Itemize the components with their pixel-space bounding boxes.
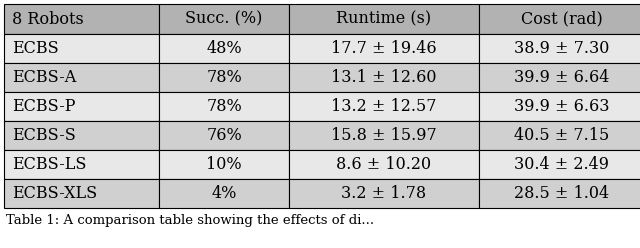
Text: 39.9 ± 6.64: 39.9 ± 6.64 — [514, 69, 609, 86]
Bar — [479, 4, 640, 34]
Bar — [289, 150, 479, 179]
Text: ECBS-S: ECBS-S — [12, 127, 76, 144]
Bar — [479, 179, 640, 208]
Bar — [289, 92, 479, 121]
Text: 38.9 ± 7.30: 38.9 ± 7.30 — [514, 40, 609, 57]
Text: Succ. (%): Succ. (%) — [186, 10, 262, 28]
Text: 15.8 ± 15.97: 15.8 ± 15.97 — [331, 127, 437, 144]
Text: 10%: 10% — [206, 156, 242, 173]
Text: 3.2 ± 1.78: 3.2 ± 1.78 — [341, 185, 427, 202]
Bar — [289, 34, 479, 63]
Text: 48%: 48% — [206, 40, 242, 57]
Bar — [4, 63, 159, 92]
Text: 8 Robots: 8 Robots — [12, 10, 84, 28]
Bar — [159, 179, 289, 208]
Bar — [289, 179, 479, 208]
Bar — [159, 4, 289, 34]
Bar — [4, 4, 159, 34]
Text: Runtime (s): Runtime (s) — [337, 10, 431, 28]
Bar — [479, 34, 640, 63]
Text: 13.2 ± 12.57: 13.2 ± 12.57 — [332, 98, 436, 115]
Bar — [159, 150, 289, 179]
Text: Table 1: A comparison table showing the effects of di...: Table 1: A comparison table showing the … — [6, 214, 374, 227]
Text: ECBS-LS: ECBS-LS — [12, 156, 86, 173]
Bar — [479, 121, 640, 150]
Text: 78%: 78% — [206, 69, 242, 86]
Bar — [159, 34, 289, 63]
Text: 76%: 76% — [206, 127, 242, 144]
Text: 30.4 ± 2.49: 30.4 ± 2.49 — [514, 156, 609, 173]
Text: 17.7 ± 19.46: 17.7 ± 19.46 — [331, 40, 437, 57]
Bar — [479, 92, 640, 121]
Text: Cost (rad): Cost (rad) — [520, 10, 602, 28]
Bar — [159, 121, 289, 150]
Text: 39.9 ± 6.63: 39.9 ± 6.63 — [514, 98, 609, 115]
Bar — [289, 63, 479, 92]
Text: ECBS-XLS: ECBS-XLS — [12, 185, 97, 202]
Bar — [4, 34, 159, 63]
Bar — [479, 150, 640, 179]
Text: ECBS-A: ECBS-A — [12, 69, 76, 86]
Bar — [289, 4, 479, 34]
Text: 40.5 ± 7.15: 40.5 ± 7.15 — [514, 127, 609, 144]
Text: ECBS: ECBS — [12, 40, 59, 57]
Text: 4%: 4% — [211, 185, 237, 202]
Text: 28.5 ± 1.04: 28.5 ± 1.04 — [514, 185, 609, 202]
Bar — [4, 150, 159, 179]
Bar — [289, 121, 479, 150]
Text: 8.6 ± 10.20: 8.6 ± 10.20 — [337, 156, 431, 173]
Bar — [4, 179, 159, 208]
Bar — [159, 63, 289, 92]
Text: 13.1 ± 12.60: 13.1 ± 12.60 — [332, 69, 436, 86]
Text: 78%: 78% — [206, 98, 242, 115]
Bar — [479, 63, 640, 92]
Bar — [159, 92, 289, 121]
Bar — [4, 121, 159, 150]
Bar — [4, 92, 159, 121]
Text: ECBS-P: ECBS-P — [12, 98, 76, 115]
